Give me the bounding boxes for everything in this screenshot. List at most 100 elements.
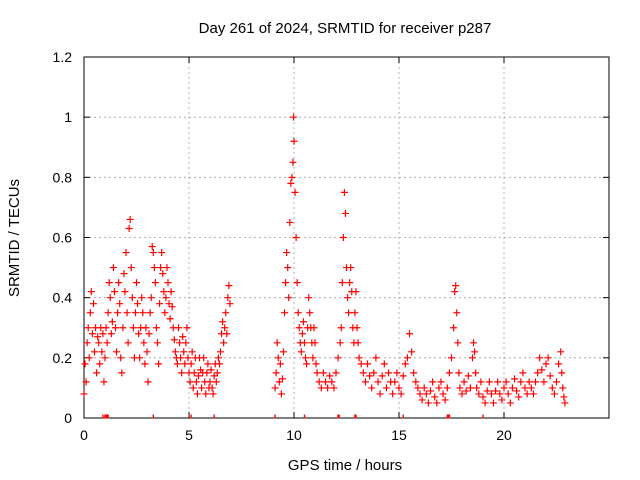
axis-ticks <box>83 56 609 419</box>
data-point <box>161 309 169 317</box>
data-point <box>173 360 181 368</box>
data-point <box>354 339 362 347</box>
data-point <box>326 372 334 380</box>
data-point <box>176 339 184 347</box>
data-point <box>401 360 409 368</box>
data-point <box>95 339 103 347</box>
data-point <box>292 234 300 241</box>
data-point <box>469 354 476 362</box>
data-point <box>104 309 112 317</box>
data-point <box>127 264 135 272</box>
data-point <box>330 384 338 392</box>
data-point <box>154 339 161 347</box>
data-point <box>483 387 491 395</box>
data-point <box>511 375 518 383</box>
data-point <box>206 378 214 386</box>
data-point <box>555 360 563 368</box>
data-point <box>452 282 460 290</box>
data-point <box>148 243 156 251</box>
data-point <box>344 294 352 302</box>
data-point <box>310 324 318 332</box>
data-point <box>160 288 168 296</box>
data-point <box>515 393 523 401</box>
data-point <box>297 348 305 356</box>
data-point <box>116 300 124 308</box>
data-point <box>479 393 487 401</box>
data-point <box>332 369 340 377</box>
data-point <box>283 249 291 257</box>
data-point <box>502 378 510 386</box>
data-point <box>558 369 566 377</box>
data-point <box>291 188 299 196</box>
data-point <box>81 360 89 368</box>
data-point <box>157 264 165 272</box>
data-point <box>135 330 143 338</box>
data-point <box>220 339 228 347</box>
data-point <box>422 390 430 398</box>
data-point <box>166 315 174 323</box>
x-tick-label: 0 <box>80 427 88 443</box>
data-point <box>178 369 186 377</box>
data-point <box>351 309 359 317</box>
data-point <box>494 378 502 386</box>
data-point <box>473 384 481 392</box>
data-point <box>527 384 535 392</box>
data-point <box>525 378 533 386</box>
data-point <box>498 396 506 404</box>
data-point <box>99 330 107 338</box>
data-point <box>376 390 384 398</box>
data-point <box>517 378 525 386</box>
data-point <box>455 369 463 377</box>
data-point <box>84 324 92 332</box>
data-point <box>170 336 178 344</box>
data-points <box>80 113 569 407</box>
data-point <box>312 360 320 368</box>
data-point <box>217 348 224 356</box>
data-point <box>207 366 215 374</box>
data-point <box>355 354 363 362</box>
data-point <box>508 384 516 392</box>
data-point <box>397 390 405 398</box>
data-point <box>222 309 230 317</box>
data-point <box>410 369 418 377</box>
data-point <box>431 393 439 401</box>
data-point <box>115 279 123 287</box>
data-point <box>215 360 223 368</box>
data-point <box>200 354 208 362</box>
data-point <box>88 330 96 338</box>
data-point <box>136 354 144 362</box>
data-point <box>147 294 155 302</box>
data-point <box>439 390 447 398</box>
data-point <box>109 264 117 272</box>
data-point <box>82 378 90 386</box>
data-point <box>212 378 220 386</box>
data-point <box>272 369 280 377</box>
data-point <box>286 218 294 226</box>
data-point <box>126 215 134 223</box>
data-point <box>487 390 495 398</box>
data-point <box>472 369 480 377</box>
x-axis-label: GPS time / hours <box>288 457 402 474</box>
data-point <box>389 390 397 398</box>
data-point <box>557 348 565 356</box>
data-point <box>544 354 552 362</box>
data-point <box>372 354 380 362</box>
data-point <box>131 309 139 317</box>
data-point <box>100 378 108 386</box>
data-point <box>189 384 197 392</box>
data-point <box>534 369 542 377</box>
data-point <box>293 279 301 287</box>
data-point <box>322 378 329 386</box>
data-point <box>288 173 296 181</box>
data-point <box>399 372 407 380</box>
data-point <box>107 330 115 338</box>
data-point <box>523 390 531 398</box>
data-point <box>164 279 172 287</box>
data-point <box>305 294 313 302</box>
data-point <box>168 303 176 311</box>
data-point <box>96 360 104 368</box>
data-point <box>179 333 187 341</box>
data-point <box>151 279 159 287</box>
data-point <box>317 384 325 392</box>
data-point <box>144 378 152 386</box>
